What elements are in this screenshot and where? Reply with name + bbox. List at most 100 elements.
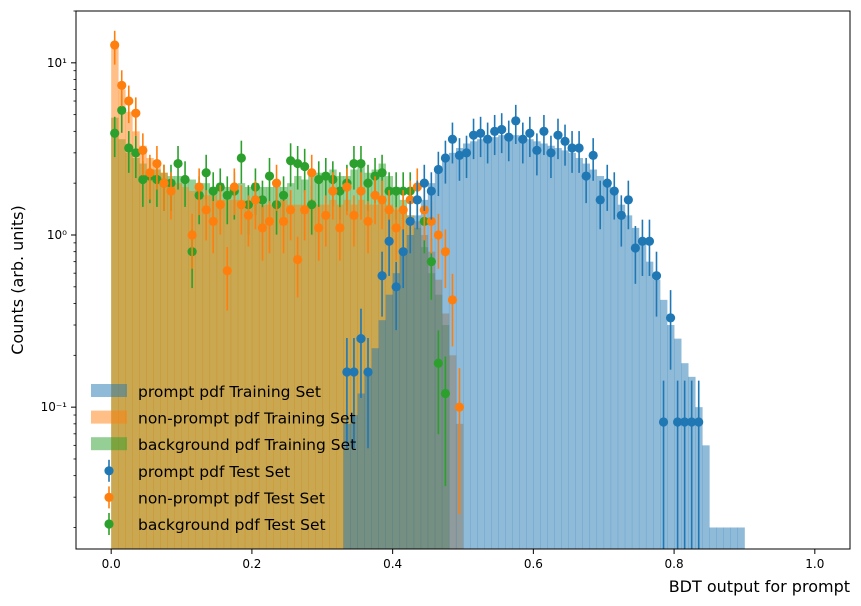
legend-swatch xyxy=(91,384,127,397)
data-point xyxy=(173,158,183,169)
data-point xyxy=(342,182,352,192)
data-point xyxy=(433,358,443,368)
data-point xyxy=(525,128,535,138)
legend-marker xyxy=(104,466,114,476)
data-point xyxy=(419,178,429,188)
histogram-bar xyxy=(301,204,309,549)
histogram-bar xyxy=(702,445,710,549)
histogram-bar xyxy=(287,204,295,549)
histogram-bar xyxy=(181,187,189,549)
histogram-bar xyxy=(716,527,724,549)
data-point xyxy=(286,205,296,215)
data-point xyxy=(349,367,359,377)
data-point xyxy=(454,150,465,160)
data-point xyxy=(243,210,253,220)
data-point xyxy=(497,124,507,135)
histogram-bar xyxy=(638,242,647,549)
histogram-bar xyxy=(132,131,140,549)
data-point xyxy=(236,200,246,210)
data-point xyxy=(623,195,633,205)
data-point xyxy=(651,271,662,281)
plot-frame xyxy=(75,10,851,550)
histogram-bar xyxy=(146,158,154,549)
histogram-bar xyxy=(737,527,745,549)
data-point xyxy=(384,236,394,246)
data-point xyxy=(124,143,134,153)
data-point xyxy=(433,230,443,240)
data-point xyxy=(490,126,500,136)
histogram-bar xyxy=(125,111,133,549)
data-point xyxy=(504,132,514,142)
data-point xyxy=(518,134,528,144)
data-point xyxy=(673,417,683,427)
histogram-bar xyxy=(350,415,358,549)
histogram-bar xyxy=(505,135,513,549)
histogram-bar xyxy=(153,166,161,549)
histogram-bar xyxy=(512,135,520,549)
data-point xyxy=(229,182,239,192)
histogram-bar xyxy=(540,143,548,549)
data-point xyxy=(447,295,458,305)
test-points xyxy=(110,30,704,549)
histogram-bar xyxy=(645,261,654,549)
histogram-bar xyxy=(596,176,605,549)
histogram-bar xyxy=(322,204,330,549)
histogram-bar xyxy=(413,215,422,549)
data-point xyxy=(377,195,387,205)
legend-label: prompt pdf Test Set xyxy=(138,463,290,481)
histogram-bar xyxy=(280,199,288,549)
data-point xyxy=(644,236,655,246)
histogram-bar xyxy=(357,393,365,549)
data-point xyxy=(201,168,211,178)
data-point xyxy=(398,247,408,257)
x-axis-label: BDT output for prompt xyxy=(669,577,850,596)
data-point xyxy=(314,223,324,233)
histogram-bar xyxy=(167,179,175,549)
histogram-bar xyxy=(603,183,612,549)
data-point xyxy=(595,195,605,205)
y-tick-label: 10⁰ xyxy=(47,228,67,242)
data-point xyxy=(440,388,451,399)
histogram-bar xyxy=(399,251,408,549)
histogram-bar xyxy=(498,135,506,549)
data-point xyxy=(110,40,120,50)
histogram-bar xyxy=(617,204,626,549)
histogram-bar xyxy=(364,372,372,549)
data-point xyxy=(574,143,584,153)
legend-marker xyxy=(104,492,114,502)
data-point xyxy=(215,200,225,210)
x-tick-label: 0.0 xyxy=(102,557,121,571)
data-point xyxy=(609,186,619,196)
histogram-bar xyxy=(209,195,218,549)
histogram-bar xyxy=(230,199,239,549)
histogram-bar xyxy=(624,215,633,549)
data-point xyxy=(300,161,310,172)
histogram-bar xyxy=(378,320,386,549)
histogram-bar xyxy=(258,204,267,549)
data-point xyxy=(475,128,486,138)
legend-swatch xyxy=(91,437,127,451)
histogram-bar xyxy=(667,325,675,549)
x-tick-label: 1.0 xyxy=(805,557,824,571)
data-point xyxy=(433,164,443,175)
data-point xyxy=(349,210,359,220)
histogram-bar xyxy=(237,199,246,549)
histogram-bar xyxy=(709,527,717,549)
legend-entry: non-prompt pdf Training Set xyxy=(91,410,356,428)
data-point xyxy=(314,174,324,185)
data-point xyxy=(511,116,521,126)
data-point xyxy=(426,186,436,196)
x-tick-label: 0.6 xyxy=(524,557,543,571)
data-point xyxy=(426,257,436,267)
legend-entry: background pdf Training Set xyxy=(91,436,356,454)
y-axis: 10⁻¹ 10⁰ 10¹ xyxy=(41,10,76,528)
data-point xyxy=(370,171,380,181)
legend-label: background pdf Test Set xyxy=(138,516,326,534)
data-point xyxy=(349,158,359,169)
data-point xyxy=(363,216,373,226)
data-point xyxy=(300,205,310,215)
histogram-bar xyxy=(336,204,344,549)
histogram-bar xyxy=(294,204,302,549)
histogram-bar xyxy=(308,199,316,549)
